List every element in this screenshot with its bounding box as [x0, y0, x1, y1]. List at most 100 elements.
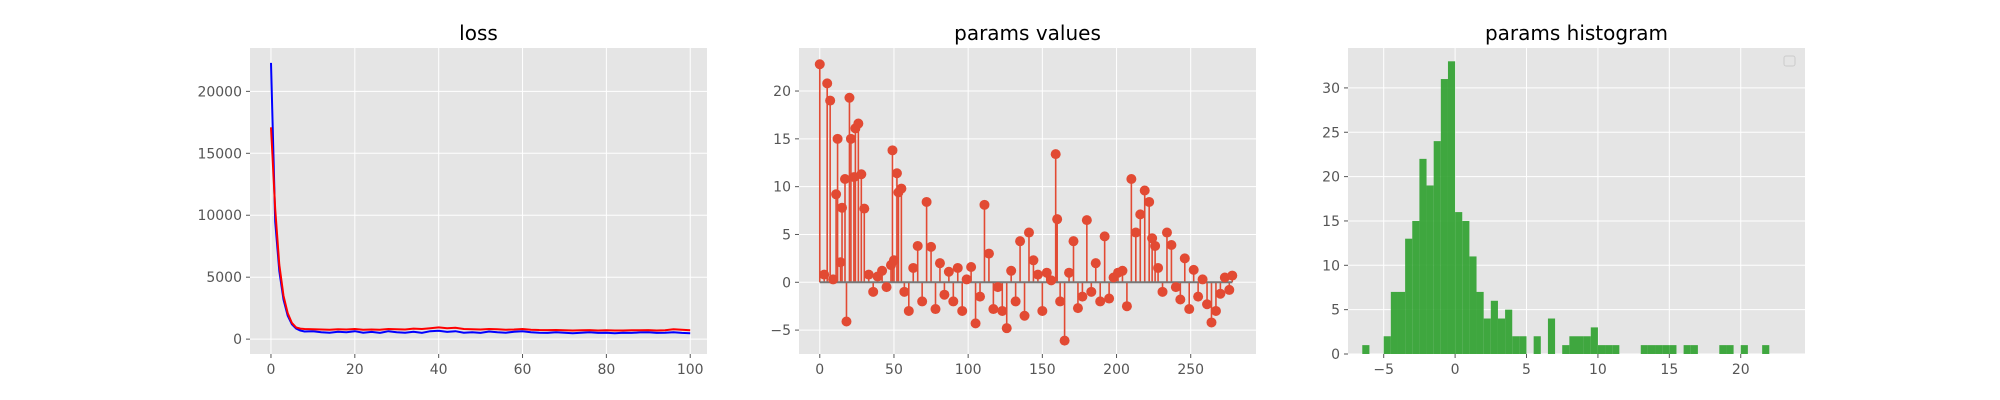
x-tick-label: 20: [346, 362, 364, 378]
histogram-bar: [1719, 345, 1727, 354]
stem-marker: [839, 174, 850, 185]
stem-marker: [1055, 296, 1066, 307]
histogram-bar: [1683, 345, 1691, 354]
x-tick-label: 50: [885, 362, 903, 378]
x-tick-label: 80: [597, 362, 615, 378]
loss-marks: [270, 62, 691, 335]
stem-marker: [888, 255, 899, 266]
y-tick-label: 20000: [197, 84, 242, 100]
stem-marker: [877, 265, 888, 276]
stem-marker: [837, 202, 848, 213]
stem-marker: [988, 304, 999, 315]
params-histogram-marks: [1362, 61, 1770, 354]
y-tick-label: 15: [1322, 214, 1340, 230]
stem-marker: [934, 258, 945, 269]
histogram-bar: [1669, 345, 1677, 354]
stem-marker: [1179, 253, 1190, 264]
stem-marker: [952, 262, 963, 273]
histogram-bar: [1469, 256, 1477, 354]
stem-marker: [844, 92, 855, 103]
stem-marker: [899, 286, 910, 297]
histogram-bar: [1547, 318, 1556, 354]
histogram-bar: [1397, 291, 1406, 354]
y-tick-label: 0: [782, 275, 791, 291]
histogram-bar: [1569, 336, 1577, 354]
stem-marker: [1081, 215, 1092, 226]
histogram-bar: [1512, 336, 1520, 354]
histogram-bar: [1647, 345, 1656, 354]
stem-marker: [1041, 267, 1052, 278]
params-values-panel: 0 50 100 150 200 250 −5 0 5 10 15 20 params values: [770, 21, 1256, 378]
histogram-bar: [1476, 291, 1484, 354]
stem-marker: [975, 291, 986, 302]
stem-marker: [868, 286, 879, 297]
stem-marker: [891, 168, 902, 179]
stem-marker: [912, 240, 923, 251]
histogram-bar: [1690, 345, 1698, 354]
x-tick-label: 100: [677, 362, 704, 378]
stem-marker: [921, 196, 932, 207]
stem-marker: [1121, 301, 1132, 312]
stem-marker: [1086, 286, 1097, 297]
params-values-ticks: 0 50 100 150 200 250 −5 0 5 10 15 20: [770, 84, 1204, 378]
stem-marker: [1059, 335, 1070, 346]
histogram-bar: [1662, 345, 1670, 354]
stem-marker: [1210, 305, 1221, 316]
y-tick-label: 30: [1322, 81, 1340, 97]
stem-marker: [970, 318, 981, 329]
histogram-bar: [1383, 336, 1391, 354]
stem-marker: [1117, 265, 1128, 276]
stem-marker: [1175, 294, 1186, 305]
params-histogram-ticks: −5 0 5 10 15 20 0 5 10 15 20 25 30: [1322, 81, 1749, 378]
histogram-bar: [1583, 336, 1591, 354]
histogram-bar: [1412, 220, 1420, 354]
loss-series-line-2: [270, 127, 691, 332]
y-tick-label: 25: [1322, 125, 1340, 141]
stem-marker: [881, 282, 892, 293]
stem-marker: [997, 305, 1008, 316]
histogram-bar: [1640, 345, 1648, 354]
y-tick-label: 20: [773, 84, 791, 100]
stem-marker: [1227, 270, 1238, 281]
stem-marker: [979, 199, 990, 210]
y-tick-label: 10: [1322, 258, 1340, 274]
stem-marker: [1046, 275, 1057, 286]
x-tick-label: 0: [815, 362, 824, 378]
loss-grid: [250, 48, 707, 354]
stem-marker: [1037, 305, 1048, 316]
stem-marker: [896, 183, 907, 194]
loss-series-line-1: [270, 62, 691, 335]
histogram-bar: [1433, 141, 1441, 354]
histogram-bar: [1519, 336, 1527, 354]
stem-marker: [1170, 282, 1181, 293]
stem-marker: [825, 95, 836, 106]
histogram-bar: [1455, 212, 1463, 354]
histogram-bar: [1762, 345, 1770, 354]
histogram-bar: [1390, 291, 1398, 354]
stem-marker: [1197, 274, 1208, 285]
stem-marker: [1157, 286, 1168, 297]
histogram-bar: [1605, 345, 1613, 354]
stem-marker: [1064, 267, 1075, 278]
y-tick-label: −5: [770, 323, 791, 339]
histogram-bar: [1505, 309, 1513, 354]
stem-marker: [1150, 240, 1161, 251]
stem-marker: [1028, 255, 1039, 266]
x-tick-label: 40: [430, 362, 448, 378]
stem-marker: [1202, 299, 1213, 310]
histogram-bar: [1497, 318, 1506, 354]
stem-marker: [930, 304, 941, 315]
x-tick-label: 0: [267, 362, 276, 378]
histogram-bar: [1490, 300, 1498, 354]
histogram-bar: [1726, 345, 1734, 354]
legend-box: [1783, 55, 1796, 67]
y-tick-label: 15000: [197, 146, 242, 162]
stem-marker: [1050, 149, 1061, 160]
stem-marker: [832, 133, 843, 144]
stem-marker: [1135, 209, 1146, 220]
stem-marker: [831, 189, 842, 200]
stem-marker: [1072, 303, 1083, 314]
stem-marker: [822, 78, 833, 89]
stem-marker: [819, 269, 830, 280]
